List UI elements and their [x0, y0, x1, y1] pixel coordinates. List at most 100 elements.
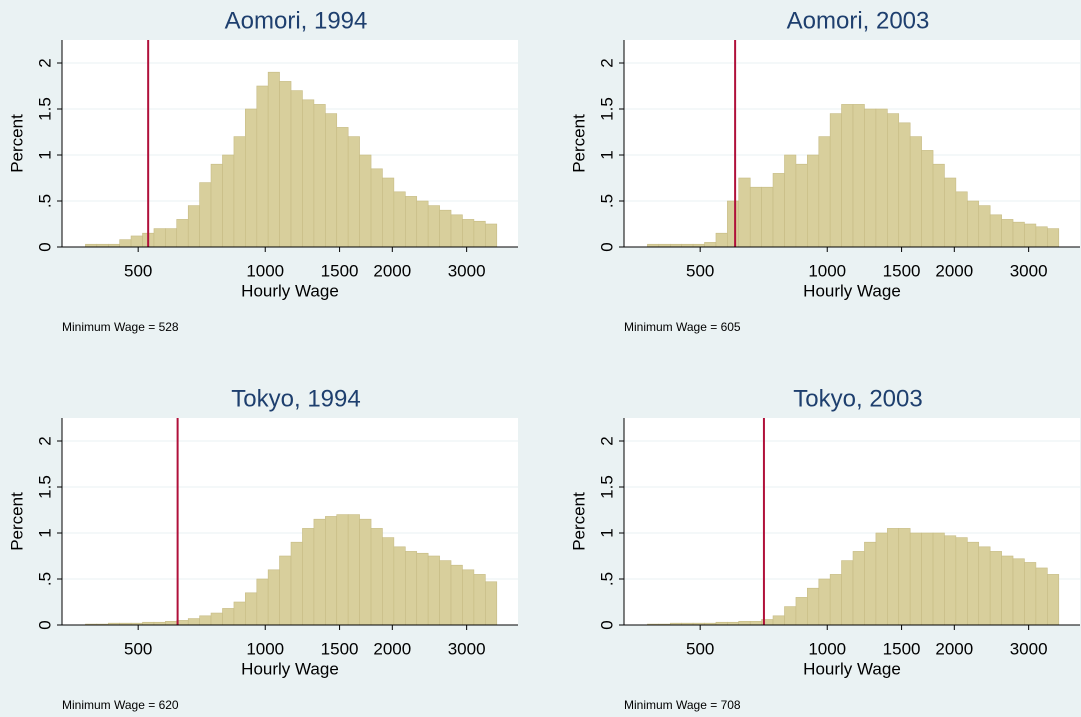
- bar: [967, 200, 980, 248]
- bar: [187, 205, 200, 248]
- bar: [325, 516, 338, 626]
- bar: [841, 104, 854, 248]
- y-axis-label: Percent: [569, 492, 588, 551]
- bar: [279, 555, 292, 626]
- bar: [176, 219, 189, 248]
- bar: [1035, 567, 1048, 626]
- bar: [473, 220, 486, 248]
- bar: [313, 104, 326, 248]
- x-tick-label: 500: [124, 261, 152, 280]
- bar: [921, 150, 934, 248]
- note: Minimum Wage = 528: [62, 320, 179, 334]
- bar: [784, 606, 797, 626]
- bar: [749, 186, 762, 248]
- bar: [165, 621, 178, 626]
- bar: [462, 569, 475, 626]
- bar: [416, 552, 429, 626]
- bar: [450, 214, 463, 248]
- chart-title: Tokyo, 1994: [231, 385, 360, 412]
- y-tick-label: 1: [35, 150, 54, 159]
- bar: [279, 81, 292, 248]
- bar: [909, 136, 922, 248]
- bar: [978, 546, 991, 626]
- x-tick-label: 1000: [808, 639, 846, 658]
- bar: [852, 104, 865, 248]
- bar: [875, 532, 888, 626]
- x-tick-label: 1000: [246, 261, 284, 280]
- y-tick-label: 1.5: [597, 475, 616, 499]
- bar: [841, 560, 854, 626]
- x-tick-label: 1500: [883, 261, 921, 280]
- bar: [898, 122, 911, 248]
- x-tick-label: 1500: [321, 261, 359, 280]
- bar: [245, 108, 258, 248]
- x-tick-label: 1000: [246, 639, 284, 658]
- bar: [864, 541, 877, 626]
- bar: [416, 200, 429, 248]
- note: Minimum Wage = 708: [624, 698, 741, 712]
- x-tick-label: 1500: [321, 639, 359, 658]
- bar: [1024, 223, 1037, 248]
- bar: [290, 90, 303, 248]
- bar: [944, 535, 957, 626]
- bar: [393, 191, 406, 248]
- bar: [130, 235, 143, 248]
- bar: [359, 154, 372, 248]
- bar: [347, 136, 360, 248]
- bar: [302, 99, 315, 248]
- bar: [727, 200, 740, 248]
- bar: [313, 518, 326, 626]
- y-axis-label: Percent: [7, 114, 26, 173]
- bar: [473, 574, 486, 626]
- bar: [761, 186, 774, 248]
- x-tick-label: 500: [124, 639, 152, 658]
- bar: [222, 608, 235, 626]
- bar: [1001, 219, 1014, 248]
- bar: [222, 154, 235, 248]
- bar: [932, 532, 945, 626]
- note: Minimum Wage = 620: [62, 698, 179, 712]
- y-tick-label: 2: [597, 58, 616, 67]
- x-tick-label: 3000: [448, 639, 486, 658]
- bar: [302, 528, 315, 626]
- bar: [1012, 221, 1025, 248]
- bar: [967, 541, 980, 626]
- x-tick-label: 2000: [373, 639, 411, 658]
- bar: [989, 551, 1002, 626]
- bar: [199, 615, 212, 626]
- y-tick-label: 1: [597, 528, 616, 537]
- bar: [439, 209, 452, 248]
- bar: [772, 615, 785, 626]
- bar: [829, 574, 842, 626]
- y-tick-label: 2: [597, 436, 616, 445]
- x-tick-label: 500: [686, 261, 714, 280]
- panel: 0 .5 1 1.5 2 500 1000 1500 2000 3000 Aomori, 1994 H…: [7, 7, 518, 334]
- bar: [210, 612, 223, 626]
- bar: [485, 581, 498, 626]
- bar: [898, 528, 911, 626]
- bar: [795, 163, 808, 248]
- bar: [955, 191, 968, 248]
- x-tick-label: 500: [686, 639, 714, 658]
- bar: [829, 113, 842, 248]
- bar: [393, 546, 406, 626]
- bar: [772, 173, 785, 248]
- panel: 0 .5 1 1.5 2 500 1000 1500 2000 3000 Aomori, 2003 H…: [569, 7, 1080, 334]
- bar: [119, 239, 132, 248]
- bar: [405, 196, 418, 248]
- bar: [233, 601, 246, 626]
- bar: [1024, 562, 1037, 626]
- bar: [738, 177, 751, 248]
- bar: [795, 597, 808, 626]
- x-tick-label: 2000: [373, 261, 411, 280]
- bar: [784, 154, 797, 248]
- bar: [852, 551, 865, 626]
- x-tick-label: 3000: [1010, 639, 1048, 658]
- bar: [370, 168, 383, 248]
- y-tick-label: .5: [35, 572, 54, 586]
- y-tick-label: 2: [35, 436, 54, 445]
- bar: [359, 518, 372, 626]
- bar: [887, 528, 900, 626]
- bar: [153, 228, 166, 248]
